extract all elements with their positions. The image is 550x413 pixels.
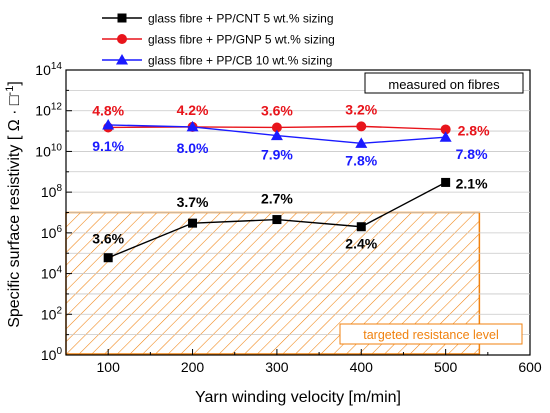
data-point bbox=[356, 121, 367, 132]
data-label: 7.9% bbox=[261, 147, 293, 163]
data-point bbox=[271, 122, 282, 133]
x-axis-label: Yarn winding velocity [m/min] bbox=[195, 389, 401, 406]
legend-entry: glass fibre + PP/CNT 5 wt.% sizing bbox=[148, 12, 334, 26]
legend-entry: glass fibre + PP/CB 10 wt.% sizing bbox=[148, 54, 332, 68]
data-label: 2.8% bbox=[458, 122, 490, 138]
data-label: 2.4% bbox=[345, 236, 377, 252]
x-tick-label: 300 bbox=[265, 359, 289, 375]
y-tick-label: 106 bbox=[41, 224, 63, 241]
legend: glass fibre + PP/CNT 5 wt.% sizing glass … bbox=[102, 12, 335, 68]
x-tick-label: 100 bbox=[97, 359, 121, 375]
y-tick-label: 108 bbox=[41, 183, 63, 200]
data-label: 3.2% bbox=[345, 101, 377, 117]
y-tick-label: 1010 bbox=[35, 142, 62, 159]
data-label: 2.1% bbox=[456, 175, 488, 191]
x-tick-label: 600 bbox=[518, 359, 542, 375]
series-layer bbox=[102, 118, 452, 263]
data-point bbox=[355, 137, 368, 148]
target-annotation-text: targeted resistance level bbox=[363, 328, 499, 342]
data-label: 3.7% bbox=[177, 194, 209, 210]
data-label-layer: 3.6% 3.7% 2.7% 2.4% 2.1% 4.8% 4.2% 3.6% 3.2% 2.8%… bbox=[92, 101, 490, 251]
data-point bbox=[440, 124, 451, 135]
data-label: 4.2% bbox=[177, 102, 209, 118]
data-label: 3.6% bbox=[261, 102, 293, 118]
legend-marker bbox=[116, 54, 128, 65]
data-label: 7.8% bbox=[345, 152, 377, 168]
legend-marker bbox=[117, 13, 127, 23]
data-point bbox=[102, 118, 115, 130]
data-label: 4.8% bbox=[92, 102, 124, 118]
data-point bbox=[272, 215, 282, 225]
data-label: 7.8% bbox=[456, 146, 488, 162]
x-tick-label: 400 bbox=[350, 359, 374, 375]
y-tick-label: 104 bbox=[41, 265, 63, 282]
legend-marker bbox=[117, 34, 127, 44]
data-point bbox=[188, 218, 198, 228]
data-label: 2.7% bbox=[261, 191, 293, 207]
data-point bbox=[441, 177, 451, 187]
x-axis-ticks: 100 200 300 400 500 600 bbox=[65, 349, 542, 375]
legend-entry: glass fibre + PP/GNP 5 wt.% sizing bbox=[148, 33, 335, 47]
x-tick-label: 200 bbox=[181, 359, 205, 375]
measured-annotation: measured on fibres bbox=[364, 72, 524, 94]
series-1 bbox=[103, 177, 451, 263]
data-point bbox=[439, 131, 452, 142]
data-point bbox=[356, 222, 366, 232]
data-point bbox=[186, 120, 199, 132]
target-annotation: targeted resistance level bbox=[339, 323, 523, 345]
data-point bbox=[270, 129, 283, 141]
y-tick-label: 102 bbox=[41, 305, 63, 322]
y-tick-label: 100 bbox=[41, 346, 63, 363]
measured-annotation-text: measured on fibres bbox=[388, 77, 500, 92]
y-tick-label: 1014 bbox=[35, 61, 62, 78]
data-label: 3.6% bbox=[92, 231, 124, 247]
series-3 bbox=[102, 118, 452, 148]
data-label: 8.0% bbox=[177, 140, 209, 156]
x-tick-label: 500 bbox=[434, 359, 458, 375]
data-point bbox=[103, 253, 113, 263]
y-tick-label: 1012 bbox=[35, 102, 62, 119]
gridlines bbox=[66, 89, 530, 336]
y-axis-label: Specific surface resistivity [ Ω · □-1] bbox=[4, 81, 23, 328]
data-label: 9.1% bbox=[92, 138, 124, 154]
